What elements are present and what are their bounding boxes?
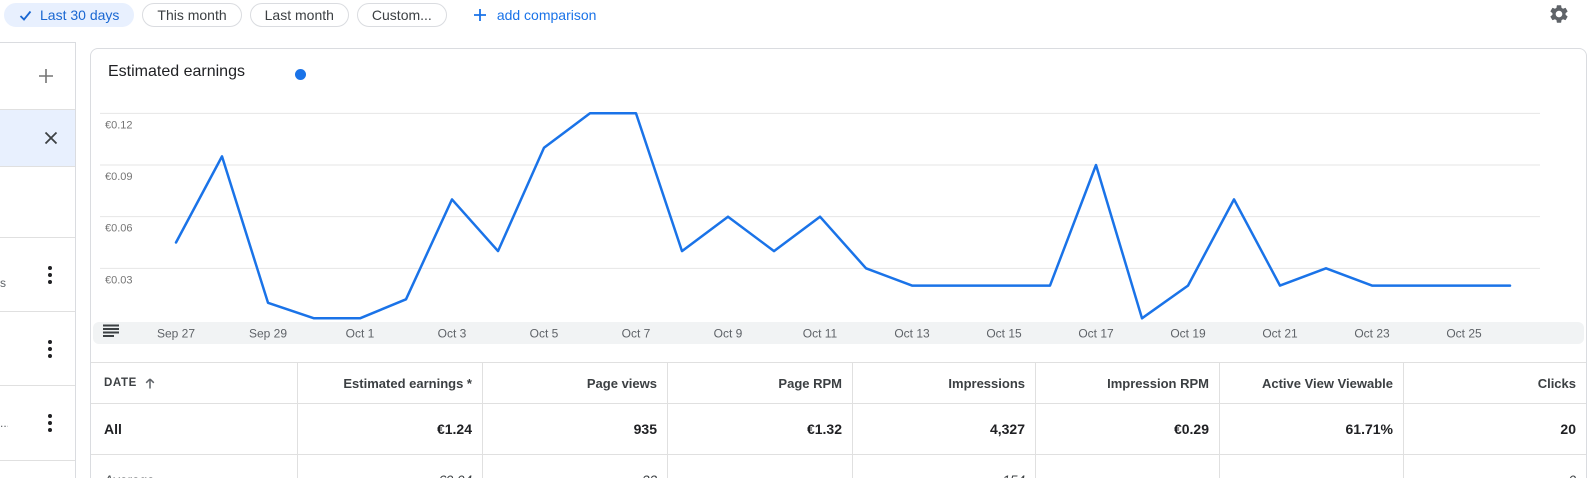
chip-custom-range[interactable]: Custom... [356,3,447,27]
earnings-line [174,112,1512,320]
more-options-icon[interactable] [46,265,54,284]
x-axis-label: Oct 25 [1446,327,1482,341]
sidebar-selected-report-row[interactable] [0,110,75,167]
sidebar-new-report-row[interactable] [0,43,75,110]
check-icon [19,10,32,21]
date-range-chips: Last 30 days This month Last month Custo… [4,3,596,27]
x-axis-label: Oct 11 [803,327,838,341]
column-header-label: Impression RPM [1107,375,1209,391]
column-header[interactable]: Page views [482,363,667,403]
x-axis-label: Sep 27 [157,327,195,341]
column-header-label: DATE [104,377,137,389]
column-header[interactable]: Active View Viewable [1219,363,1403,403]
x-axis-band [93,322,1584,344]
x-axis-label: Oct 9 [714,327,743,341]
column-header[interactable]: Impressions [852,363,1035,403]
table-cell: €0.29 [1035,404,1219,454]
chart-title: Estimated earnings [108,63,245,80]
sidebar-report-row[interactable]: ... [0,386,75,461]
table-row-all: All €1.24 935 €1.32 4,327 €0.29 61.71% 20 [91,404,1586,455]
chip-last-30-days[interactable]: Last 30 days [4,3,135,27]
sidebar-report-row[interactable] [0,461,75,478]
table-cell: 20 [1403,404,1586,454]
table-cell: 935 [482,404,667,454]
plus-icon [473,9,486,21]
gear-icon [1550,5,1568,23]
add-comparison-label: add comparison [496,7,597,23]
earnings-line-chart: €0.03 €0.06 €0.09 €0.12 Sep 27 Sep 29 Oct 1 Oct… [93,112,1584,344]
y-axis-label: €0.06 [105,223,133,235]
table-cell: 33 [482,455,667,478]
sidebar-report-row[interactable] [0,312,75,386]
table-cell: — [1219,455,1403,478]
chip-label: Custom... [371,7,432,23]
table-cell: All [104,421,122,437]
chip-this-month[interactable]: This month [142,3,242,27]
add-comparison-button[interactable]: add comparison [473,7,597,23]
table-cell: 154 [852,455,1035,478]
x-axis-label: Oct 5 [530,327,559,341]
sidebar-report-row[interactable]: s [0,238,75,312]
x-axis-label: Oct 21 [1262,327,1298,341]
column-header-label: Page RPM [778,375,842,391]
settings-button[interactable] [1548,3,1572,27]
column-header[interactable]: Estimated earnings * [297,363,482,403]
table-cell: 0 [1403,455,1586,478]
x-axis-label: Oct 3 [438,327,467,341]
chip-last-month[interactable]: Last month [249,3,349,27]
report-name-fragment: ... [0,416,8,430]
table-row-average: Average€0.0433—154——0 [91,455,1586,478]
x-axis-label: Sep 29 [249,327,287,341]
column-header[interactable]: Clicks [1403,363,1586,403]
sidebar-report-row[interactable] [0,167,75,238]
x-axis-label: Oct 1 [346,327,375,341]
metric-legend-dot [295,69,306,80]
column-header-label: Active View Viewable [1261,375,1393,391]
x-axis-label: Oct 13 [894,327,930,341]
chip-label: Last month [264,7,334,23]
column-header-label: Page views [586,375,657,391]
chip-label: This month [157,7,227,23]
y-axis-label: €0.09 [105,171,133,183]
date-range-toolbar: Last 30 days This month Last month Custo… [0,0,1592,42]
chip-label: Last 30 days [40,7,120,23]
report-card: Estimated earnings €0.03 €0.06 €0.09 €0.12 S… [90,48,1587,478]
x-axis-label: Oct 19 [1170,327,1206,341]
table-cell: — [1035,455,1219,478]
more-options-icon[interactable] [46,339,54,358]
column-header-label: Estimated earnings * [343,375,472,391]
x-axis-label: Oct 17 [1078,327,1114,341]
table-cell: — [667,455,852,478]
column-header-label: Impressions [948,375,1025,391]
report-table: DATE Estimated earnings * Page views Page R… [91,362,1586,478]
table-cell: €1.24 [297,404,482,454]
chart-area: €0.03 €0.06 €0.09 €0.12 Sep 27 Sep 29 Oct 1 Oct… [91,95,1586,347]
column-header[interactable]: Impression RPM [1035,363,1219,403]
more-options-icon[interactable] [46,414,54,432]
x-axis-label: Oct 15 [986,327,1022,341]
reports-sidebar: s ... [0,42,76,478]
table-cell: €0.04 [297,455,482,478]
report-name-fragment: s [0,276,6,290]
column-header[interactable]: DATE [91,363,297,403]
table-header-row: DATE Estimated earnings * Page views Page R… [91,363,1586,404]
x-axis-label: Oct 23 [1354,327,1390,341]
table-cell: Average [91,455,297,478]
y-axis-label: €0.03 [105,274,133,286]
add-report-icon[interactable] [38,68,54,84]
table-cell: 4,327 [852,404,1035,454]
column-header[interactable]: Page RPM [667,363,852,403]
close-icon[interactable] [44,131,58,145]
table-cell: 61.71% [1219,404,1403,454]
sort-ascending-icon [145,377,155,388]
y-axis-label: €0.12 [105,119,133,131]
column-header-label: Clicks [1537,375,1576,391]
x-axis-label: Oct 7 [622,327,651,341]
table-cell: €1.32 [667,404,852,454]
